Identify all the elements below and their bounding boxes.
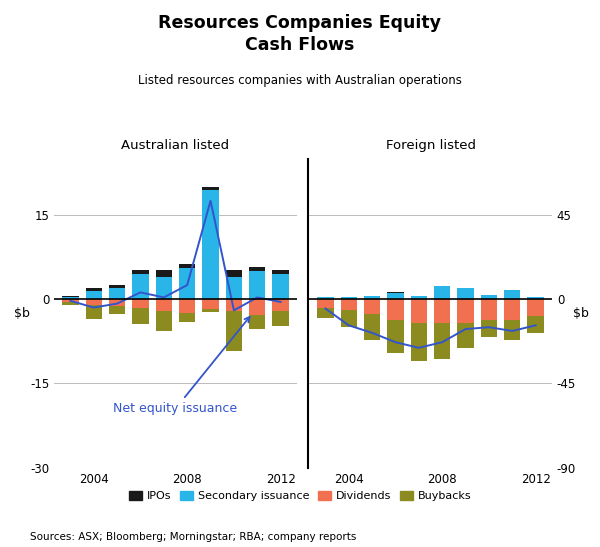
Bar [272,299,289,311]
Bar [387,299,404,319]
Bar [86,290,102,299]
Bar [249,266,265,271]
Bar [226,277,242,299]
Bar [410,299,427,323]
Bar [132,307,149,324]
Bar [527,299,544,316]
Bar [387,292,404,293]
Bar [226,311,242,351]
Text: Resources Companies Equity
Cash Flows: Resources Companies Equity Cash Flows [158,14,442,54]
Bar [341,299,357,310]
Text: Net equity issuance: Net equity issuance [113,317,250,415]
Text: $b: $b [14,307,31,319]
Bar [249,299,265,315]
Bar [387,293,404,299]
Bar [504,290,520,299]
Bar [410,323,427,361]
Bar [317,297,334,299]
Bar [132,270,149,274]
Bar [434,323,451,359]
Bar [527,297,544,299]
Bar [132,274,149,299]
Bar [202,299,219,309]
Bar [387,319,404,353]
Text: Foreign listed: Foreign listed [386,139,476,153]
Bar [132,299,149,307]
Bar [179,264,196,268]
Bar [202,187,219,190]
Bar [457,299,474,323]
Bar [249,271,265,299]
Bar [364,296,380,299]
Bar [202,309,219,312]
Bar [155,299,172,311]
Bar [155,277,172,299]
Bar [272,274,289,299]
Bar [179,313,196,322]
Bar [434,286,451,299]
Bar [202,190,219,299]
Bar [62,296,79,298]
Bar [504,319,520,340]
Bar [62,299,79,302]
Text: Listed resources companies with Australian operations: Listed resources companies with Australi… [138,74,462,87]
Text: $b: $b [573,307,589,319]
Bar [86,305,102,319]
Bar [410,296,427,299]
Bar [179,268,196,299]
Text: Sources: ASX; Bloomberg; Morningstar; RBA; company reports: Sources: ASX; Bloomberg; Morningstar; RB… [30,532,356,542]
Bar [226,270,242,277]
Bar [527,316,544,333]
Bar [317,299,334,309]
Bar [341,297,357,299]
Bar [86,299,102,305]
Bar [109,285,125,288]
Bar [481,299,497,319]
Bar [272,270,289,274]
Bar [249,315,265,329]
Text: Australian listed: Australian listed [121,139,230,153]
Bar [62,298,79,299]
Bar [179,299,196,313]
Bar [481,295,497,299]
Legend: IPOs, Secondary issuance, Dividends, Buybacks: IPOs, Secondary issuance, Dividends, Buy… [124,486,476,506]
Bar [364,299,380,314]
Bar [481,319,497,336]
Bar [86,288,102,290]
Bar [457,288,474,299]
Bar [341,310,357,327]
Bar [226,299,242,311]
Bar [109,306,125,315]
Bar [155,311,172,331]
Bar [109,299,125,306]
Bar [364,314,380,340]
Bar [155,270,172,277]
Bar [317,309,334,318]
Bar [272,311,289,325]
Bar [457,323,474,348]
Bar [434,299,451,323]
Bar [109,288,125,299]
Bar [504,299,520,319]
Bar [62,302,79,305]
